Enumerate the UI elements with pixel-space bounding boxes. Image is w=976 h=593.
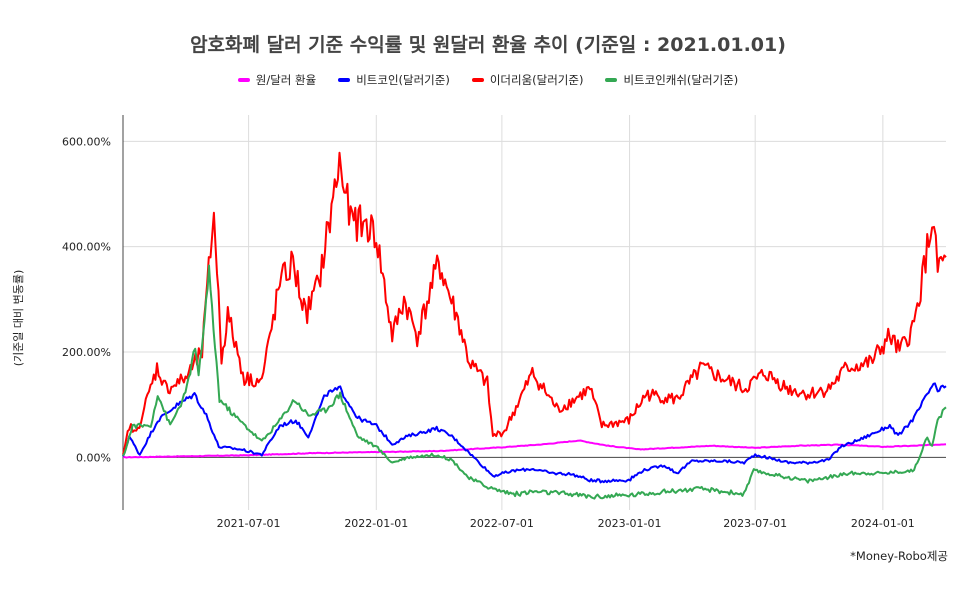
y-tick-label: 0.00%	[76, 451, 111, 464]
legend-item-bitcoin: 비트코인(달러기준)	[338, 72, 450, 88]
x-tick-label: 2022-07-01	[470, 517, 534, 530]
x-tick-label: 2023-07-01	[723, 517, 787, 530]
x-tick-label: 2022-01-01	[344, 517, 408, 530]
series-line	[122, 382, 947, 484]
y-tick-label: 200.00%	[62, 346, 111, 359]
series-line	[122, 439, 947, 459]
footnote: *Money-Robo제공	[850, 549, 948, 563]
legend-swatch-ethereum	[471, 78, 484, 82]
legend-item-bitcoin-cash: 비트코인캐쉬(달러기준)	[605, 72, 738, 88]
legend-item-krw-usd: 원/달러 환율	[237, 72, 317, 88]
legend-swatch-krw-usd	[237, 78, 250, 82]
x-tick-label: 2023-01-01	[598, 517, 662, 530]
x-tick-label: 2024-01-01	[851, 517, 915, 530]
legend-label-bitcoin: 비트코인(달러기준)	[356, 73, 450, 87]
series-line	[122, 264, 947, 500]
series-line	[122, 151, 947, 455]
legend-label-krw-usd: 원/달러 환율	[255, 73, 317, 87]
x-tick-label: 2021-07-01	[217, 517, 281, 530]
legend-label-bitcoin-cash: 비트코인캐쉬(달러기준)	[623, 73, 739, 87]
legend: 원/달러 환율 비트코인(달러기준) 이더리움(달러기준) 비트코인캐쉬(달러기…	[0, 72, 976, 88]
legend-swatch-bitcoin-cash	[605, 78, 618, 82]
legend-item-ethereum: 이더리움(달러기준)	[471, 72, 584, 88]
y-tick-label: 600.00%	[62, 135, 111, 148]
legend-label-ethereum: 이더리움(달러기준)	[489, 73, 584, 87]
y-tick-label: 400.00%	[62, 241, 111, 254]
legend-swatch-bitcoin	[338, 78, 351, 82]
chart-title: 암호화폐 달러 기준 수익률 및 원달러 환율 추이 (기준일 : 2021.0…	[190, 34, 786, 56]
